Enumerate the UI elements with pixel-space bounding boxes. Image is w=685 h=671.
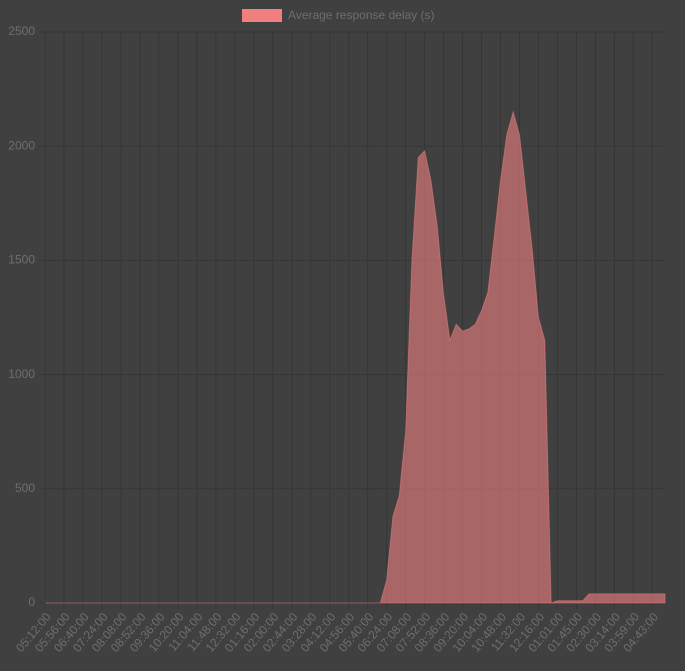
y-tick-label: 2500: [8, 24, 35, 38]
y-tick-label: 1500: [8, 253, 35, 267]
legend-label[interactable]: Average response delay (s): [288, 8, 435, 22]
y-tick-label: 0: [28, 595, 35, 609]
legend-swatch[interactable]: [242, 9, 282, 22]
y-tick-label: 1000: [8, 367, 35, 381]
y-tick-label: 500: [15, 481, 35, 495]
area: [45, 110, 666, 604]
y-tick-label: 2000: [8, 138, 35, 152]
